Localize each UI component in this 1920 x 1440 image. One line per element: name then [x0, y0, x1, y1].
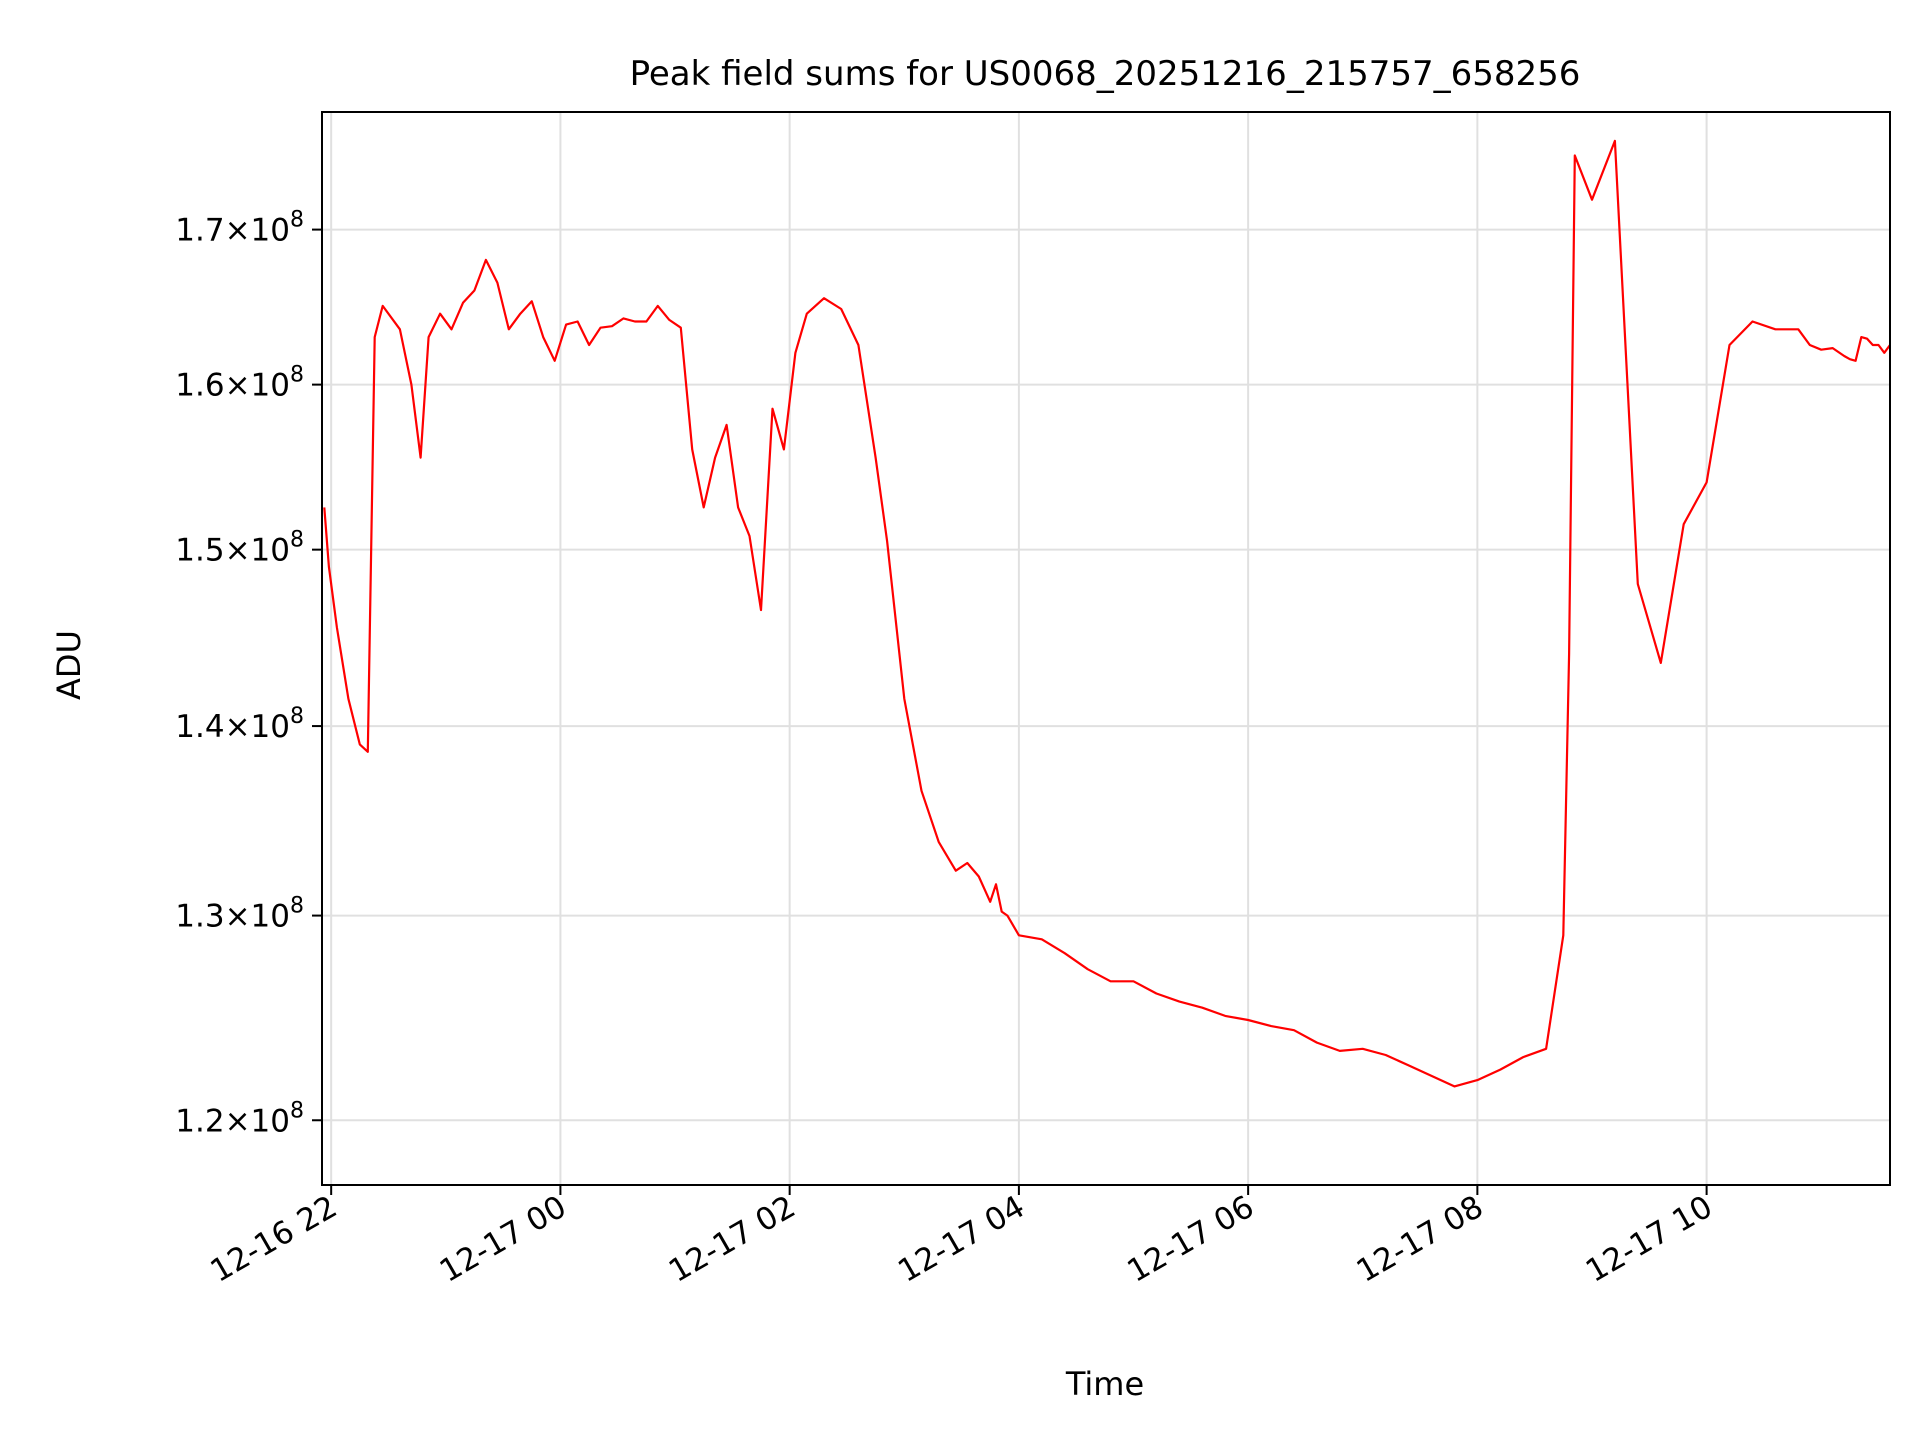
y-tick-mantissa: 1.5	[175, 533, 224, 569]
y-tick-times-sign: ×	[225, 1103, 251, 1139]
x-tick-label: 12-17 04	[892, 1189, 1031, 1290]
x-tick-label: 12-16 22	[204, 1189, 343, 1290]
y-tick-mantissa: 1.7	[175, 213, 224, 249]
y-axis-label: ADU	[50, 630, 88, 700]
plot-area-frame	[321, 111, 1891, 1186]
grid-lines	[322, 112, 1890, 1185]
y-tick-label: 1.4×108	[175, 704, 304, 745]
y-axis-ticks: 1.2×1081.3×1081.4×1081.5×1081.6×1081.7×1…	[175, 208, 322, 1139]
y-tick-base: 10	[251, 1103, 290, 1139]
x-tick-label: 12-17 10	[1580, 1189, 1719, 1290]
y-tick-label: 1.5×108	[175, 528, 304, 569]
y-tick-mantissa: 1.6	[175, 368, 224, 404]
y-tick-label: 1.3×108	[175, 894, 304, 935]
y-tick-exponent: 8	[290, 1098, 304, 1123]
chart-title: Peak field sums for US0068_20251216_2157…	[630, 54, 1581, 94]
y-tick-base: 10	[251, 533, 290, 569]
y-tick-times-sign: ×	[225, 368, 251, 404]
x-axis-label: Time	[1065, 1365, 1144, 1403]
y-tick-base: 10	[251, 899, 290, 935]
y-tick-base: 10	[251, 213, 290, 249]
y-tick-exponent: 8	[290, 704, 304, 729]
series-line-peak	[323, 139, 1890, 1088]
x-tick-label: 12-17 08	[1351, 1189, 1490, 1290]
y-tick-exponent: 8	[290, 208, 304, 233]
series-lines	[323, 139, 1890, 1088]
y-tick-label: 1.6×108	[175, 363, 304, 404]
y-tick-mantissa: 1.3	[175, 899, 224, 935]
y-tick-times-sign: ×	[225, 213, 251, 249]
x-tick-label: 12-17 06	[1121, 1189, 1260, 1290]
x-tick-label: 12-17 00	[434, 1189, 573, 1290]
x-axis-ticks: 12-16 22 12-17 00 12-17 02 12-17 04 12-17 06…	[204, 1185, 1719, 1290]
y-tick-exponent: 8	[290, 363, 304, 388]
y-tick-base: 10	[251, 368, 290, 404]
y-tick-mantissa: 1.4	[175, 709, 224, 745]
y-tick-times-sign: ×	[225, 533, 251, 569]
y-tick-times-sign: ×	[225, 709, 251, 745]
y-tick-exponent: 8	[290, 894, 304, 919]
y-tick-exponent: 8	[290, 528, 304, 553]
y-tick-label: 1.7×108	[175, 208, 304, 249]
y-tick-mantissa: 1.2	[175, 1103, 224, 1139]
y-tick-times-sign: ×	[225, 899, 251, 935]
y-tick-base: 10	[251, 709, 290, 745]
x-tick-label: 12-17 02	[663, 1189, 802, 1290]
y-tick-label: 1.2×108	[175, 1098, 304, 1139]
